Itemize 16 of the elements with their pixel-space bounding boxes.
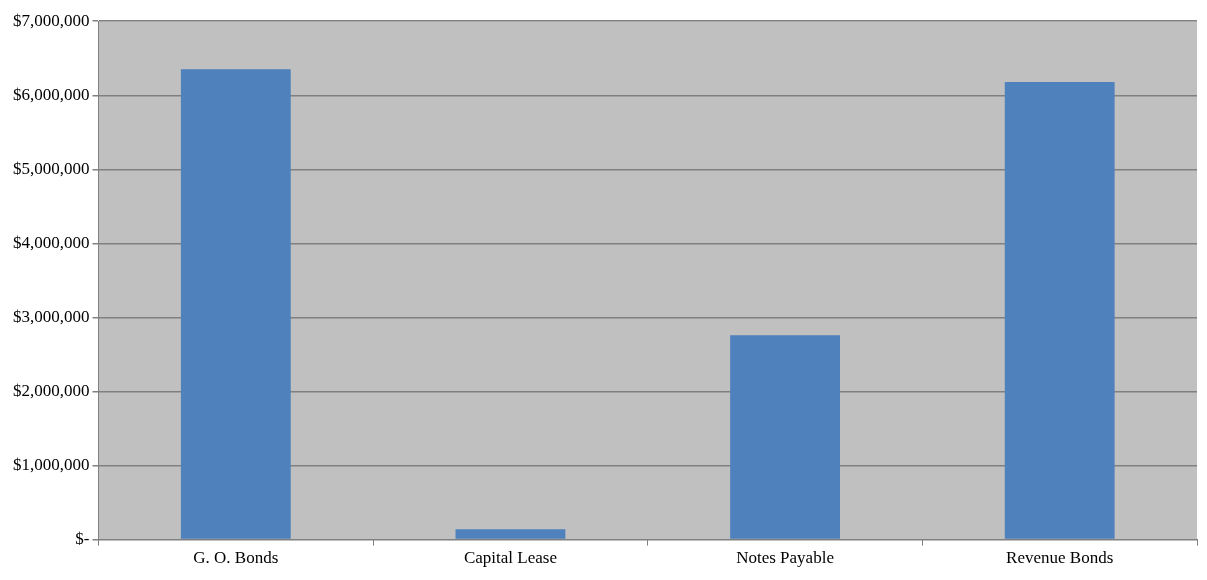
bar bbox=[180, 69, 291, 539]
x-tick-label: G. O. Bonds bbox=[193, 548, 279, 568]
bar bbox=[1004, 81, 1115, 539]
y-tick-label: $- bbox=[75, 529, 90, 549]
y-tick-label: $1,000,000 bbox=[13, 455, 90, 475]
y-tick-label: $7,000,000 bbox=[13, 10, 90, 30]
y-tick-label: $6,000,000 bbox=[13, 84, 90, 104]
y-tick-label: $2,000,000 bbox=[13, 380, 90, 400]
x-tick-label: Capital Lease bbox=[463, 548, 557, 568]
y-tick-label: $3,000,000 bbox=[13, 306, 90, 326]
x-tick-label: Notes Payable bbox=[736, 548, 834, 568]
bar bbox=[730, 335, 840, 539]
y-tick-label: $4,000,000 bbox=[13, 232, 90, 252]
y-tick-label: $5,000,000 bbox=[13, 158, 90, 178]
bar bbox=[455, 529, 566, 539]
x-tick-label: Revenue Bonds bbox=[1006, 548, 1114, 568]
